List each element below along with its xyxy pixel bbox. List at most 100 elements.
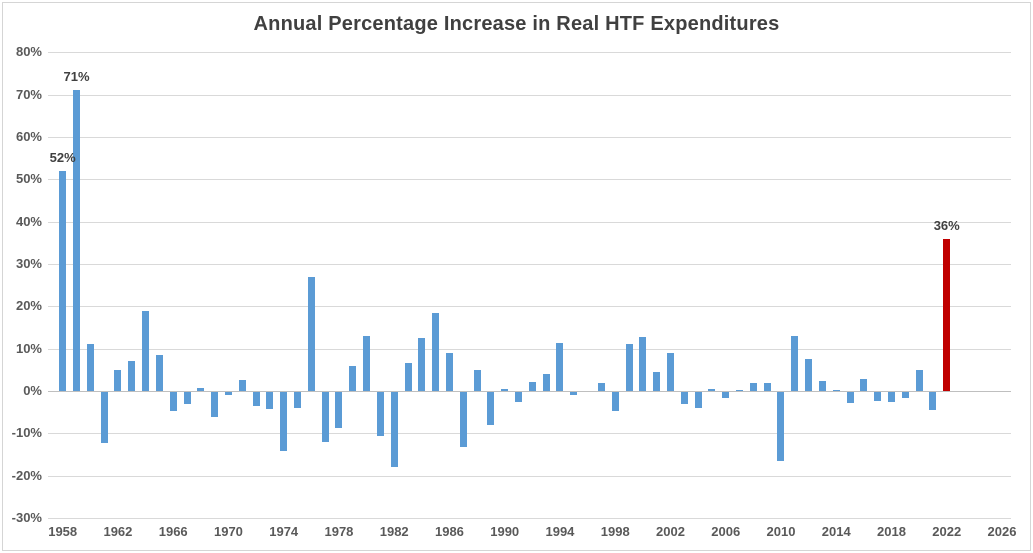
bar-2007 bbox=[736, 389, 744, 391]
x-axis-tick-label: 2018 bbox=[877, 524, 906, 539]
gridline bbox=[48, 433, 1011, 435]
bar-1987 bbox=[459, 392, 467, 448]
gridline bbox=[48, 179, 1011, 181]
bar-2001 bbox=[653, 371, 661, 391]
bar-1961 bbox=[100, 392, 108, 443]
y-axis-tick-label: 30% bbox=[15, 256, 42, 271]
bar-1994 bbox=[556, 343, 564, 391]
bar-1966 bbox=[169, 392, 177, 412]
bar-2004 bbox=[694, 392, 702, 408]
bar-1982 bbox=[390, 392, 398, 467]
bar-value-label: 71% bbox=[63, 69, 90, 85]
x-axis-tick-label: 1958 bbox=[48, 524, 78, 539]
bar-1984 bbox=[418, 338, 426, 391]
x-axis-tick-label: 1994 bbox=[545, 524, 575, 539]
bar-1963 bbox=[128, 361, 136, 391]
bar-1960 bbox=[86, 344, 94, 391]
y-axis-tick-label: 10% bbox=[15, 340, 42, 356]
x-axis-tick-label: 1978 bbox=[324, 524, 354, 539]
bar-1964 bbox=[142, 310, 150, 391]
gridline bbox=[48, 391, 1011, 392]
bar-1977 bbox=[321, 392, 329, 442]
bar-2006 bbox=[722, 392, 730, 398]
chart-title: Annual Percentage Increase in Real HTF E… bbox=[253, 13, 780, 35]
x-axis-tick-label: 1982 bbox=[379, 524, 409, 539]
bar-2019 bbox=[901, 392, 909, 398]
bar-1972 bbox=[252, 392, 260, 407]
bar-value-label: 36% bbox=[933, 217, 960, 233]
x-axis-tick-label: 1998 bbox=[600, 524, 630, 539]
bar-1958 bbox=[59, 170, 67, 391]
x-axis-tick-label: 2022 bbox=[932, 524, 962, 539]
y-axis-tick-label: 0% bbox=[23, 383, 42, 398]
bar-2016 bbox=[860, 379, 868, 391]
bar-1968 bbox=[197, 388, 205, 391]
bar-1971 bbox=[238, 380, 246, 391]
bar-1999 bbox=[625, 344, 633, 391]
bar-2018 bbox=[887, 392, 895, 403]
bar-1986 bbox=[445, 353, 453, 391]
x-axis-tick-label: 2010 bbox=[766, 524, 796, 539]
bar-2020 bbox=[915, 370, 923, 391]
y-axis-tick-label: 70% bbox=[15, 86, 42, 102]
y-axis-tick-label: 20% bbox=[15, 298, 42, 314]
bar-1970 bbox=[224, 392, 232, 395]
bar-2013 bbox=[818, 380, 826, 391]
bar-2010 bbox=[777, 392, 785, 461]
bar-1973 bbox=[266, 392, 274, 409]
bar-1976 bbox=[307, 276, 315, 391]
bar-2014 bbox=[832, 389, 840, 391]
y-axis-tick-label: 80% bbox=[15, 44, 42, 60]
gridline bbox=[48, 517, 1011, 519]
x-axis-tick-label: 1974 bbox=[269, 524, 299, 539]
bar-2003 bbox=[680, 392, 688, 405]
bar-1985 bbox=[432, 313, 440, 391]
bar-1978 bbox=[335, 392, 343, 429]
bar-2022 bbox=[943, 238, 951, 391]
bar-2009 bbox=[763, 383, 771, 391]
bar-2000 bbox=[639, 337, 647, 391]
bar-2005 bbox=[708, 389, 716, 391]
plot-area: 80% 70% 60% 50% 40% 30% 20% 10% 0% -10% -20% -30% 19… bbox=[3, 3, 1030, 550]
bar-1997 bbox=[597, 383, 605, 391]
bar-2002 bbox=[666, 353, 674, 391]
x-axis-tick-label: 2002 bbox=[656, 524, 685, 539]
bar-1983 bbox=[404, 363, 412, 391]
bar-1967 bbox=[183, 392, 191, 404]
bar-1974 bbox=[280, 392, 288, 452]
y-axis-tick-label: 40% bbox=[15, 213, 42, 229]
y-axis-tick-label: -20% bbox=[11, 467, 42, 483]
x-axis-tick-label: 2026 bbox=[987, 524, 1017, 539]
gridline bbox=[48, 94, 1011, 96]
bar-1975 bbox=[294, 392, 302, 408]
bar-1979 bbox=[349, 365, 357, 391]
y-axis-tick-label: 60% bbox=[15, 129, 42, 145]
x-axis-tick-label: 1990 bbox=[490, 524, 520, 539]
bar-1969 bbox=[211, 392, 219, 418]
x-axis-tick-label: 1986 bbox=[434, 524, 464, 539]
gridline bbox=[48, 221, 1011, 223]
bar-1965 bbox=[155, 354, 163, 391]
bar-1962 bbox=[114, 369, 122, 391]
gridline bbox=[48, 475, 1011, 477]
y-axis-tick-label: -10% bbox=[11, 425, 42, 441]
gridline bbox=[48, 52, 1011, 54]
y-axis-tick-label: -30% bbox=[11, 509, 42, 525]
bar-1995 bbox=[570, 392, 578, 395]
bar-1988 bbox=[473, 369, 481, 391]
bar-value-label: 52% bbox=[49, 149, 76, 165]
bar-2015 bbox=[846, 392, 854, 403]
bar-1993 bbox=[542, 374, 550, 391]
bar-2012 bbox=[805, 359, 813, 391]
x-axis-tick-label: 1962 bbox=[103, 524, 133, 539]
bar-1998 bbox=[611, 392, 619, 412]
bar-2021 bbox=[929, 392, 937, 411]
x-axis-tick-label: 2006 bbox=[711, 524, 741, 539]
x-axis-tick-label: 2014 bbox=[821, 524, 851, 539]
bar-1980 bbox=[363, 335, 371, 391]
y-axis-tick-label: 50% bbox=[15, 171, 42, 187]
bar-2017 bbox=[874, 392, 882, 401]
bar-2008 bbox=[749, 382, 757, 391]
bar-1981 bbox=[376, 392, 384, 436]
